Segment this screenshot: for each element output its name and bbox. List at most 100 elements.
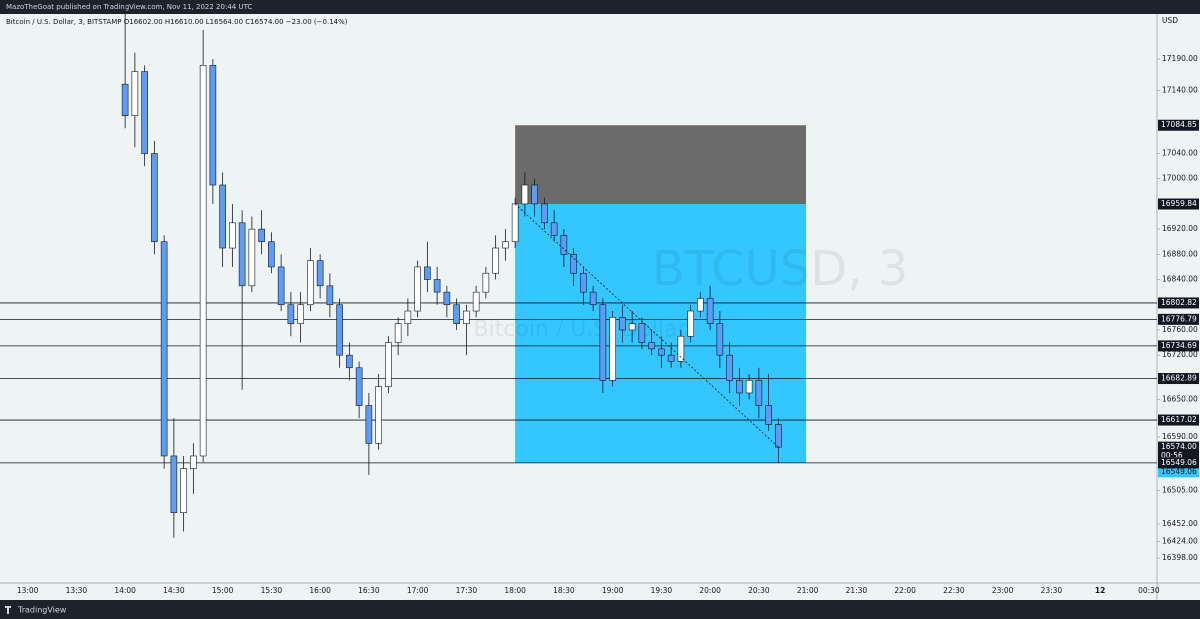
x-tick-label: 23:00 (992, 586, 1014, 595)
price-label: 16734.69 (1161, 341, 1197, 350)
candle-body (355, 367, 363, 406)
brand: TradingView (17, 606, 67, 615)
candle-body (180, 468, 187, 513)
y-tick-label: 16452.00 (1162, 519, 1198, 528)
x-tick-label: 14:30 (163, 586, 185, 595)
candle-body (628, 323, 636, 331)
candle-body (209, 64, 217, 186)
candle-body (219, 184, 226, 249)
candle-body (453, 304, 460, 324)
candle-body (375, 386, 382, 444)
candle-body (492, 247, 499, 274)
x-tick-label: 21:00 (797, 586, 819, 595)
candle-body (268, 241, 275, 268)
x-tick-label: 21:30 (846, 586, 868, 595)
candle-body (638, 323, 646, 343)
candle-body (170, 455, 178, 513)
candle-body (716, 323, 724, 356)
candle-body (141, 71, 148, 154)
candle-body (521, 184, 529, 205)
current-price: 16574.00 (1161, 442, 1197, 451)
candle-body (346, 354, 353, 369)
y-tick-label: 17040.00 (1162, 149, 1198, 158)
candle-body (404, 310, 412, 324)
x-tick-label: 22:30 (943, 586, 965, 595)
candle-body (414, 266, 421, 312)
x-tick-label: 13:30 (66, 586, 88, 595)
candle-body (463, 310, 470, 324)
candle-body (755, 380, 763, 406)
candle-body (511, 203, 519, 243)
candle-body (336, 304, 343, 356)
logo (5, 606, 11, 614)
candle-body (248, 228, 256, 287)
y-tick-label: 16590.00 (1162, 432, 1198, 441)
x-tick-label: 20:00 (699, 586, 721, 595)
x-tick-label: 23:30 (1041, 586, 1063, 595)
candle-body (287, 304, 295, 324)
candle-body (687, 310, 694, 337)
candle-body (277, 266, 285, 306)
candle-body (121, 83, 129, 117)
candle-body (667, 354, 675, 362)
price-label-box (1158, 340, 1199, 352)
candle-body (385, 342, 392, 387)
target-label: 16549.06 (1161, 467, 1197, 476)
y-tick-label: 16650.00 (1162, 394, 1198, 403)
candle-body (599, 304, 607, 381)
candle-body (736, 380, 743, 394)
price-label: 16617.02 (1161, 415, 1197, 424)
candle-body (726, 354, 733, 381)
x-tick-label: 15:00 (212, 586, 234, 595)
y-tick-label: 17140.00 (1162, 85, 1198, 94)
y-tick-label: 16398.00 (1162, 553, 1198, 562)
candle-body (697, 298, 704, 312)
current-price-box (1158, 441, 1199, 462)
price-label: 16776.79 (1161, 314, 1197, 323)
x-tick-label: 22:00 (894, 586, 916, 595)
candle-body (580, 272, 587, 293)
candle-body (531, 184, 538, 205)
top-bar (0, 0, 1200, 14)
watermark: BTCUSD, 3 (652, 241, 909, 297)
price-label-box (1158, 373, 1199, 385)
x-tick-label: 16:00 (309, 586, 331, 595)
x-tick-label: 17:30 (456, 586, 478, 595)
x-tick-label: 12 (1095, 586, 1105, 595)
price-label-box (1158, 297, 1199, 309)
price-label-box (1158, 457, 1199, 469)
candle-body (238, 222, 246, 287)
target-label-box (1158, 466, 1199, 478)
candle-body (199, 64, 207, 457)
price-label: 16959.84 (1161, 199, 1197, 208)
candle-body (775, 424, 782, 448)
candle-body (443, 291, 451, 306)
candle-body (131, 71, 139, 117)
candle-body (706, 298, 714, 324)
price-label-box (1158, 198, 1199, 210)
price-label-box (1158, 313, 1199, 325)
x-tick-label: 00:30 (1138, 586, 1160, 595)
candle-body (502, 241, 509, 249)
candle-body (307, 260, 314, 306)
x-tick-label: 15:30 (261, 586, 283, 595)
price-label: 16549.06 (1161, 458, 1197, 467)
stop-zone (515, 125, 806, 205)
candle-body (658, 348, 665, 356)
candle-body (609, 317, 616, 381)
candle-body (160, 241, 168, 457)
candle-body (541, 203, 548, 224)
x-tick-label: 13:00 (17, 586, 39, 595)
candle-body (394, 323, 402, 343)
y-tick-label: 16840.00 (1162, 275, 1198, 284)
y-tick-label: 16760.00 (1162, 325, 1198, 334)
candle-body (424, 266, 431, 280)
y-tick-label: 17000.00 (1162, 174, 1198, 183)
x-tick-label: 18:00 (504, 586, 526, 595)
y-tick-label: 16505.00 (1162, 486, 1198, 495)
candle-body (648, 342, 655, 350)
candle-body (316, 260, 324, 287)
candle-body (229, 222, 236, 249)
